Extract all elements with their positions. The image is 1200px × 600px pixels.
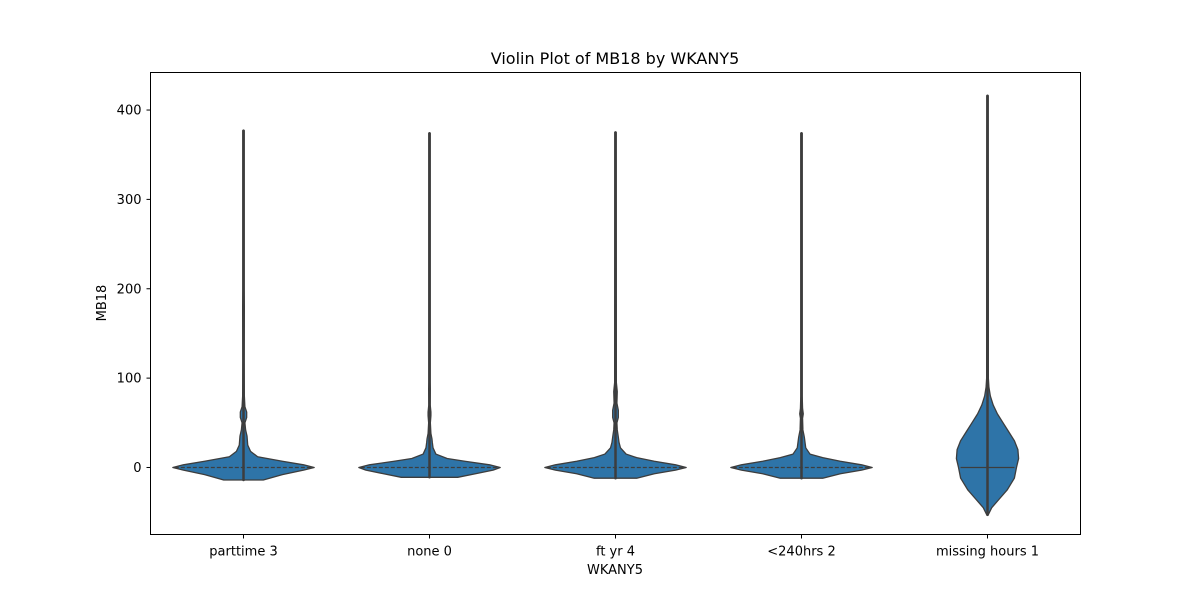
x-tick-label: <240hrs 2 <box>767 545 835 560</box>
x-tick-label: none 0 <box>407 545 452 560</box>
x-axis-label: WKANY5 <box>587 563 643 578</box>
x-tick-label: ft yr 4 <box>596 545 635 560</box>
y-tick-label: 300 <box>117 193 142 208</box>
x-tick-label: missing hours 1 <box>936 545 1039 560</box>
y-tick-label: 100 <box>117 372 142 387</box>
violin-group <box>172 94 1020 517</box>
y-axis-label: MB18 <box>95 285 110 322</box>
y-tick-label: 200 <box>117 282 142 297</box>
y-axis: 0 100 200 300 400 <box>117 104 151 476</box>
x-tick-label: parttime 3 <box>209 545 277 560</box>
y-tick-label: 0 <box>133 461 141 476</box>
chart-title: Violin Plot of MB18 by WKANY5 <box>491 49 740 68</box>
y-tick-label: 400 <box>117 104 142 119</box>
x-axis: parttime 3 none 0 ft yr 4 <240hrs 2 missing … <box>209 534 1039 560</box>
